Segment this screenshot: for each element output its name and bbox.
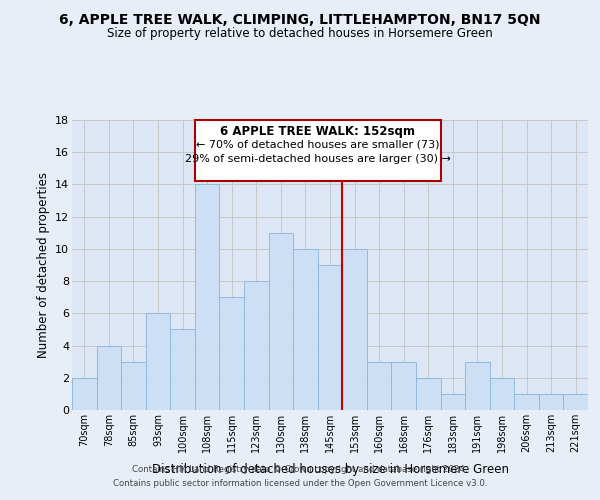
Bar [97, 346, 121, 410]
Bar [490, 378, 514, 410]
Bar [293, 249, 318, 410]
Bar [539, 394, 563, 410]
Bar [514, 394, 539, 410]
Bar [244, 281, 269, 410]
Text: 6, APPLE TREE WALK, CLIMPING, LITTLEHAMPTON, BN17 5QN: 6, APPLE TREE WALK, CLIMPING, LITTLEHAMP… [59, 12, 541, 26]
Bar [342, 249, 367, 410]
Bar [220, 297, 244, 410]
Bar [391, 362, 416, 410]
Text: ← 70% of detached houses are smaller (73): ← 70% of detached houses are smaller (73… [196, 140, 439, 149]
Bar [269, 233, 293, 410]
Bar [195, 184, 220, 410]
Text: Contains HM Land Registry data © Crown copyright and database right 2024.
Contai: Contains HM Land Registry data © Crown c… [113, 466, 487, 487]
Text: Size of property relative to detached houses in Horsemere Green: Size of property relative to detached ho… [107, 28, 493, 40]
Bar [440, 394, 465, 410]
Y-axis label: Number of detached properties: Number of detached properties [37, 172, 50, 358]
Text: 6 APPLE TREE WALK: 152sqm: 6 APPLE TREE WALK: 152sqm [220, 125, 415, 138]
X-axis label: Distribution of detached houses by size in Horsemere Green: Distribution of detached houses by size … [151, 464, 509, 476]
Bar [72, 378, 97, 410]
Bar [367, 362, 391, 410]
Bar [416, 378, 440, 410]
Text: 29% of semi-detached houses are larger (30) →: 29% of semi-detached houses are larger (… [185, 154, 451, 164]
Bar [563, 394, 588, 410]
Bar [170, 330, 195, 410]
Bar [465, 362, 490, 410]
Bar [121, 362, 146, 410]
Bar [146, 314, 170, 410]
FancyBboxPatch shape [195, 120, 440, 181]
Bar [318, 265, 342, 410]
